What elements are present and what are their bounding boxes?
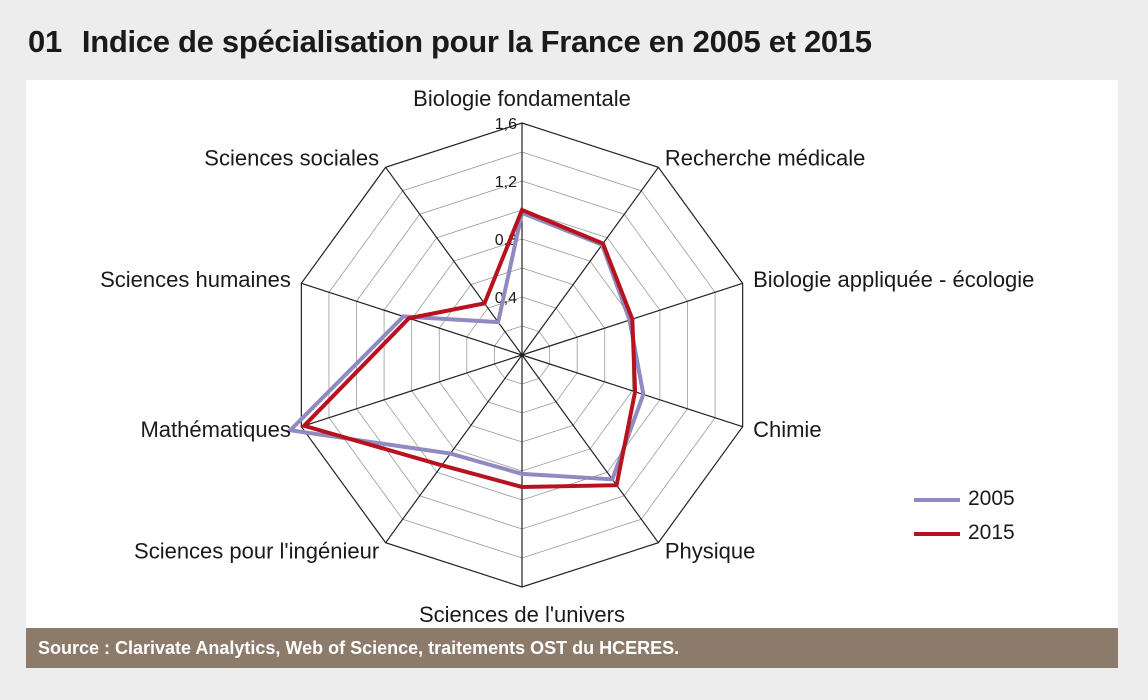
series-line-2015 — [300, 207, 638, 489]
chart-panel: 0,4 0,8 1,2 1,6 Biologie fondamentale Recherc… — [26, 80, 1118, 628]
chart-title: 01 Indice de spécialisation pour la Franc… — [28, 24, 872, 60]
axis-label: Sciences sociales — [204, 145, 379, 170]
axis-label: Sciences humaines — [100, 267, 291, 292]
axis-label: Physique — [665, 539, 756, 564]
source-note: Source : Clarivate Analytics, Web of Sci… — [26, 628, 1118, 668]
legend-swatch-2005 — [914, 498, 960, 502]
radar-spoke — [521, 166, 659, 356]
legend-item-2005: 2005 — [914, 484, 1114, 518]
axis-label: Recherche médicale — [665, 145, 866, 170]
legend-label-2005: 2005 — [968, 487, 1015, 510]
axis-label: Chimie — [753, 417, 821, 442]
axis-label: Sciences pour l'ingénieur — [134, 539, 379, 564]
radar-spoke — [301, 354, 523, 428]
axis-label: Mathématiques — [140, 417, 290, 442]
series-line-2005 — [286, 210, 646, 482]
legend: 2005 2015 — [914, 484, 1114, 552]
figure-number: 01 — [28, 24, 62, 59]
tick-label: 1,6 — [495, 116, 517, 133]
legend-swatch-2015 — [914, 532, 960, 536]
axis-label: Sciences de l'univers — [419, 602, 625, 627]
axis-label: Biologie appliquée - écologie — [753, 267, 1034, 292]
legend-item-2015: 2015 — [914, 518, 1114, 552]
radar-spoke — [521, 354, 743, 428]
radar-spoke — [385, 354, 523, 544]
tick-label: 1,2 — [495, 174, 517, 191]
axis-label: Biologie fondamentale — [413, 86, 631, 111]
title-text: Indice de spécialisation pour la France … — [81, 24, 872, 59]
legend-label-2015: 2015 — [968, 521, 1015, 544]
radar-spoke — [521, 354, 659, 544]
